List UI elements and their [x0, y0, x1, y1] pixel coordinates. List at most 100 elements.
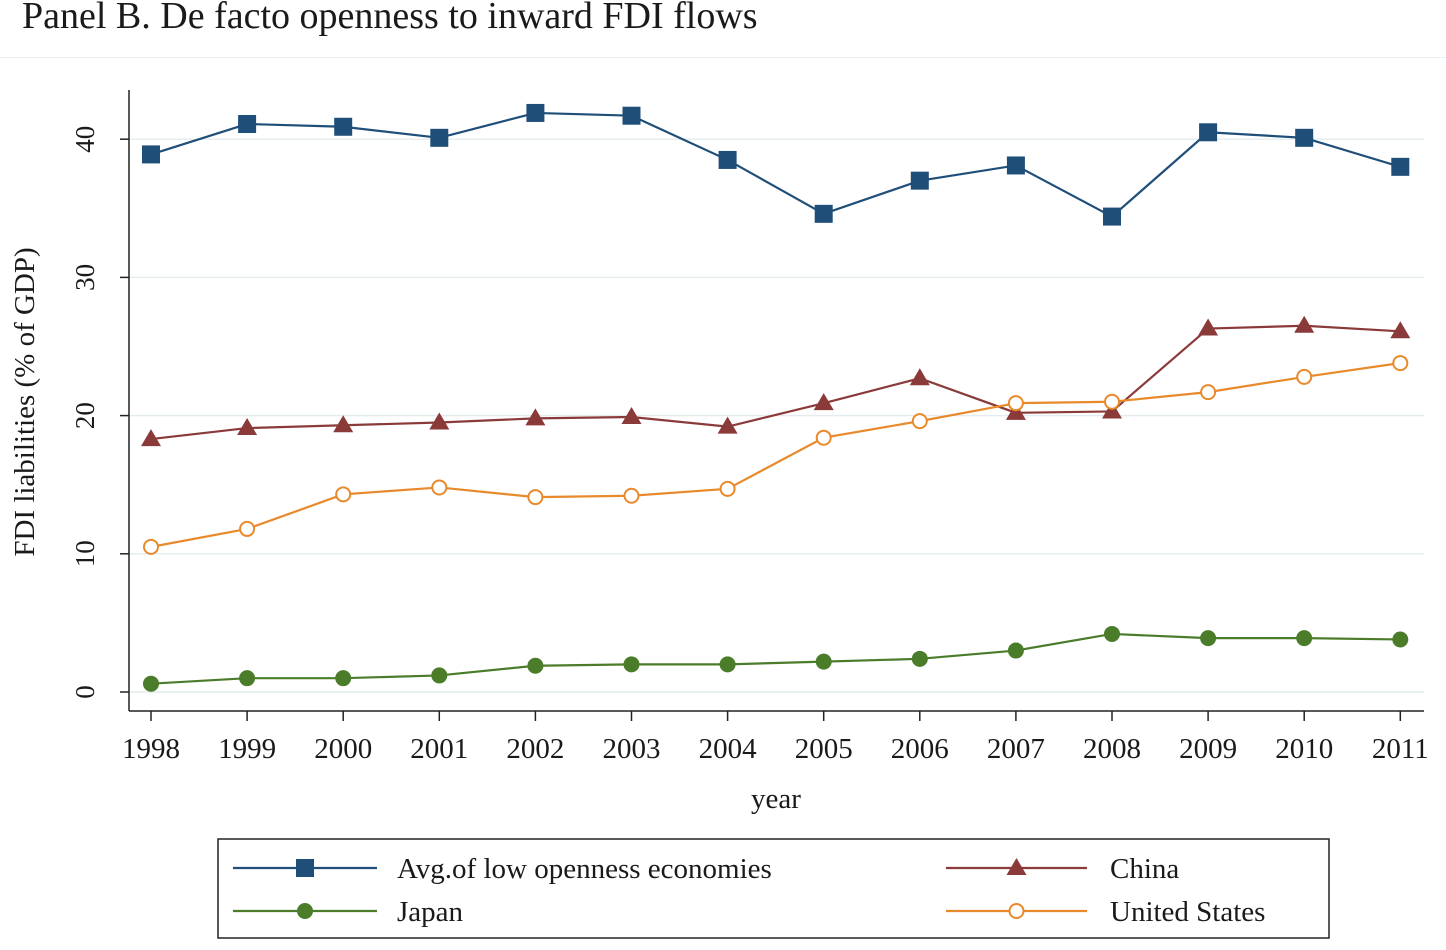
legend-item: China	[946, 853, 1179, 885]
data-point	[815, 429, 832, 446]
legend-box	[217, 838, 1330, 939]
title-divider	[0, 57, 1446, 58]
series-avg-of-low-openness-economies	[142, 103, 1410, 226]
data-point	[141, 429, 161, 447]
series-line	[150, 361, 1401, 548]
x-tick-label: 2003	[603, 733, 661, 765]
data-point	[335, 670, 352, 687]
legend-marker	[1008, 903, 1025, 919]
series-line	[150, 324, 1401, 441]
x-tick-label: 2010	[1275, 733, 1333, 765]
data-point	[335, 486, 352, 503]
data-point	[429, 412, 450, 430]
x-tick-label: 2008	[1083, 733, 1141, 765]
legend-item: Avg.of low openness economies	[233, 853, 772, 885]
data-point	[1198, 318, 1219, 336]
data-point	[1296, 630, 1313, 647]
data-point	[1006, 156, 1025, 175]
data-point	[911, 413, 928, 430]
legend-item: Japan	[233, 896, 464, 928]
data-point	[1005, 402, 1026, 420]
data-point	[719, 480, 736, 497]
x-tick-label: 1999	[218, 733, 276, 765]
data-point	[1296, 368, 1313, 385]
data-point	[142, 145, 160, 164]
data-point	[1391, 157, 1410, 176]
legend-label: United States	[1110, 896, 1265, 928]
data-point	[1200, 630, 1217, 647]
data-point	[431, 479, 448, 496]
data-point	[1103, 207, 1121, 226]
data-point	[910, 171, 929, 190]
data-point	[717, 416, 738, 434]
data-point	[526, 103, 545, 122]
data-point	[1102, 401, 1122, 419]
data-point	[622, 106, 641, 125]
legend-item: United States	[946, 896, 1265, 928]
data-point	[1199, 123, 1218, 142]
data-point	[623, 487, 640, 504]
x-tick-label: 2009	[1179, 733, 1237, 765]
data-point	[1294, 315, 1315, 333]
data-point	[623, 656, 640, 673]
series-china	[141, 315, 1411, 447]
y-tick-label: 40	[70, 126, 100, 153]
data-point	[239, 670, 256, 687]
legend-label: Japan	[397, 896, 464, 928]
data-point	[621, 406, 642, 424]
legend-marker	[1006, 858, 1027, 875]
data-point	[333, 415, 354, 433]
data-point	[1392, 631, 1409, 648]
data-point	[527, 489, 544, 506]
legend: Avg.of low openness economies China Japan U…	[217, 838, 1330, 939]
data-point	[238, 114, 257, 133]
x-tick-label: 2005	[795, 733, 853, 765]
data-point	[911, 650, 928, 667]
legend-label: Avg.of low openness economies	[397, 853, 772, 885]
y-axis-title: FDI liabilities (% of GDP)	[9, 247, 41, 556]
series-line	[150, 111, 1401, 218]
data-point	[431, 667, 448, 684]
y-tick-label: 20	[70, 402, 100, 429]
x-axis-title: year	[751, 783, 801, 815]
chart-title: Panel B. De facto openness to inward FDI…	[22, 0, 758, 37]
data-point	[527, 657, 544, 674]
x-tick-label: 2002	[506, 733, 564, 765]
data-point	[525, 408, 546, 426]
data-point	[718, 150, 737, 169]
x-tick-label: 2001	[410, 733, 468, 765]
data-point	[1392, 355, 1409, 372]
data-point	[1104, 625, 1120, 642]
data-point	[813, 393, 834, 411]
data-point	[815, 653, 832, 670]
series-line	[150, 632, 1401, 685]
x-tick-label: 2000	[314, 733, 372, 765]
data-point	[719, 656, 736, 673]
data-point	[239, 520, 256, 537]
data-point	[430, 128, 449, 147]
x-tick-label: 2011	[1372, 733, 1429, 765]
data-point	[334, 117, 353, 136]
data-point	[909, 368, 930, 386]
x-tick-label: 2004	[699, 733, 758, 765]
data-point	[1295, 128, 1314, 147]
x-tick-label: 2007	[987, 733, 1045, 765]
data-point	[237, 418, 258, 436]
y-tick-label: 0	[70, 685, 100, 699]
series-united-states	[143, 355, 1409, 555]
data-point	[143, 538, 159, 555]
series-japan	[143, 625, 1409, 692]
data-point	[1007, 395, 1024, 412]
data-point	[1104, 393, 1120, 410]
data-point	[1200, 384, 1217, 401]
y-tick-label: 30	[70, 264, 100, 291]
legend-marker	[296, 859, 314, 877]
x-tick-label: 1998	[122, 733, 180, 765]
y-tick-label: 10	[70, 540, 100, 567]
legend-label: China	[1110, 853, 1179, 885]
x-tick-label: 2006	[891, 733, 949, 765]
data-point	[1007, 642, 1024, 659]
data-point	[1390, 321, 1411, 339]
legend-marker	[297, 903, 313, 919]
